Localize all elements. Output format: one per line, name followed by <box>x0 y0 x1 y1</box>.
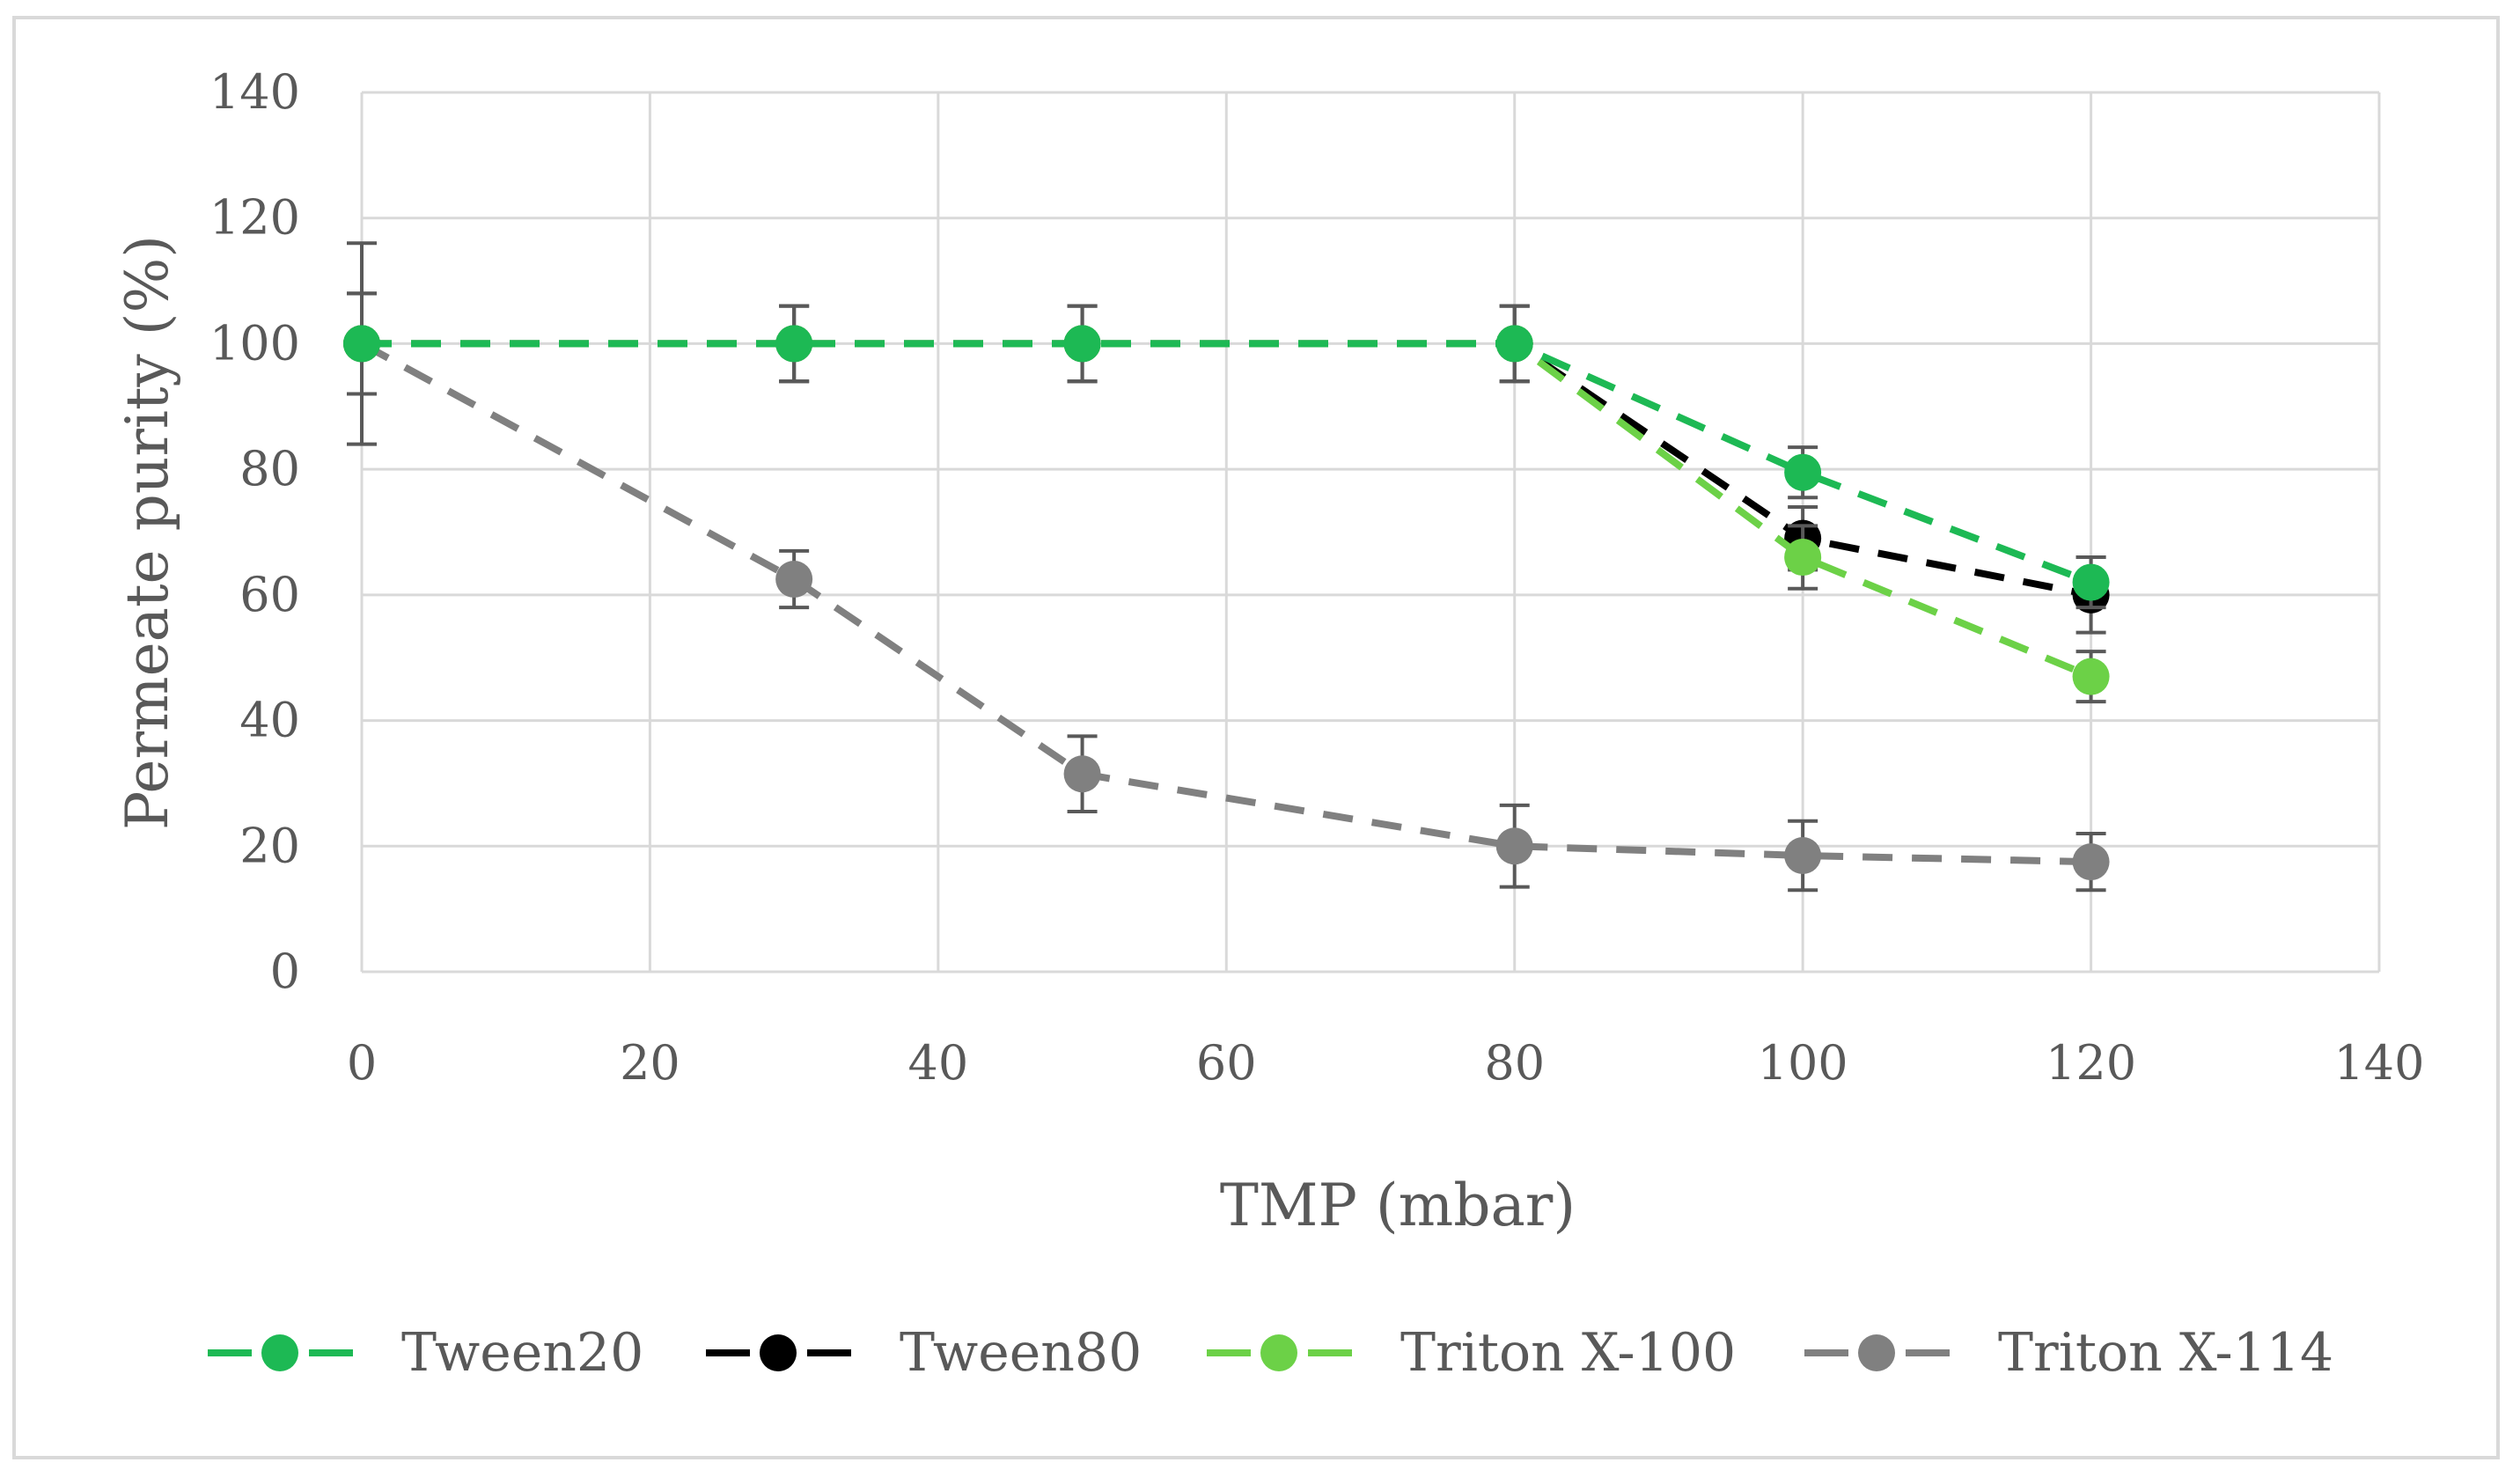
x-axis-title: TMP (mbar) <box>1220 1172 1576 1239</box>
x-tick-label: 120 <box>2046 1035 2136 1091</box>
data-point <box>343 325 380 363</box>
data-point <box>775 561 813 599</box>
y-tick-labels: 0 20 40 60 80 100 120 140 <box>209 64 300 999</box>
data-point <box>2072 658 2110 695</box>
legend-label: Triton X-100 <box>1400 1322 1736 1384</box>
x-tick-label: 140 <box>2333 1035 2424 1091</box>
y-tick-label: 140 <box>209 64 300 120</box>
legend: Tween20 Tween80 Triton X-100 Triton X-114 <box>208 1322 2333 1384</box>
y-tick-label: 20 <box>239 818 300 873</box>
legend-item: Tween80 <box>706 1322 1142 1384</box>
chart-frame <box>12 16 2500 1459</box>
data-point <box>1063 325 1101 363</box>
series-layer <box>343 241 2110 893</box>
y-tick-label: 0 <box>270 944 300 999</box>
legend-item: Tween20 <box>208 1322 643 1384</box>
legend-marker <box>1858 1334 1895 1371</box>
x-tick-label: 60 <box>1196 1035 1257 1091</box>
legend-marker <box>1260 1334 1297 1371</box>
legend-marker <box>760 1334 797 1371</box>
data-point <box>1495 827 1533 865</box>
legend-marker <box>261 1334 298 1371</box>
data-point <box>1495 325 1533 363</box>
y-tick-label: 120 <box>209 190 300 246</box>
data-point <box>2072 843 2110 881</box>
data-point <box>1063 755 1101 793</box>
data-point <box>1784 539 1822 577</box>
legend-label: Triton X-114 <box>1998 1322 2333 1384</box>
x-tick-label: 100 <box>1758 1035 1848 1091</box>
x-tick-label: 20 <box>620 1035 680 1091</box>
x-tick-label: 80 <box>1484 1035 1545 1091</box>
data-point <box>1784 836 1822 874</box>
data-point <box>2072 563 2110 601</box>
legend-item: Triton X-100 <box>1207 1322 1736 1384</box>
grid <box>360 91 2381 974</box>
y-tick-label: 40 <box>239 693 300 748</box>
series-line <box>360 340 2091 866</box>
legend-item: Triton X-114 <box>1804 1322 2333 1384</box>
x-tick-label: 0 <box>347 1035 377 1091</box>
y-tick-label: 60 <box>239 567 300 622</box>
series-line <box>362 340 2092 586</box>
data-point <box>775 325 813 363</box>
y-tick-label: 100 <box>209 315 300 371</box>
y-tick-label: 80 <box>239 441 300 496</box>
legend-label: Tween20 <box>401 1322 643 1384</box>
data-point <box>1784 453 1822 491</box>
x-tick-labels: 0 20 40 60 80 100 120 140 <box>347 1035 2425 1091</box>
x-tick-label: 40 <box>907 1035 968 1091</box>
legend-label: Tween80 <box>900 1322 1142 1384</box>
y-axis-title: Permeate purity (%) <box>114 235 181 830</box>
series-tween20 <box>343 291 2110 610</box>
